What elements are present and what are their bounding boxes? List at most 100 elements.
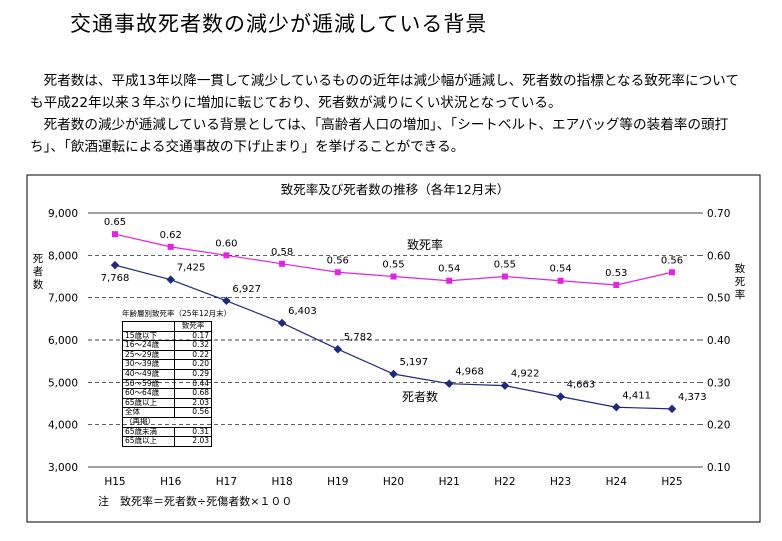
table-row: 40～49歳 0.29	[121, 368, 212, 380]
y-tick-label: 5,000	[48, 377, 78, 389]
table-cell	[121, 321, 176, 332]
data-label: 4,663	[567, 380, 596, 391]
data-label: 4,968	[455, 367, 484, 378]
data-label: 4,411	[622, 390, 651, 401]
point	[557, 277, 564, 284]
x-tick-label: H22	[494, 476, 515, 488]
y-tick-label: 3,000	[48, 462, 78, 474]
point	[667, 404, 677, 414]
series-name: 致死率	[407, 237, 443, 252]
y-tick-label: 8,000	[48, 250, 78, 262]
y2-tick-label: 0.70	[707, 208, 730, 220]
chart-title: 致死率及び死者数の推移（各年12月末）	[281, 182, 509, 197]
table-cell: 0.29	[174, 368, 212, 380]
data-label: 0.56	[661, 255, 683, 266]
x-tick-label: H25	[661, 476, 682, 488]
data-label: 0.55	[382, 260, 404, 271]
point	[501, 273, 508, 280]
data-label: 7,425	[177, 263, 206, 274]
inset-title: 年齢層別致死率（25年12月末）	[122, 309, 232, 318]
y-tick-label: 4,000	[48, 420, 78, 432]
point	[222, 296, 231, 305]
point	[333, 344, 343, 354]
y-tick-label: 9,000	[48, 208, 78, 220]
table-cell: 65歳以上	[121, 436, 176, 447]
point	[612, 403, 621, 412]
table-row: 16～24歳 0.32	[121, 340, 212, 351]
series-name: 死者数	[402, 389, 438, 404]
y-tick-label: 6,000	[48, 335, 78, 347]
data-label: 0.65	[104, 217, 126, 228]
x-tick-label: H17	[216, 476, 237, 488]
table-cell: 2.03	[174, 436, 212, 447]
point	[444, 379, 454, 388]
point	[166, 275, 175, 284]
y2-axis-label: 致死率	[735, 262, 746, 301]
data-label: 0.53	[605, 268, 627, 279]
point	[500, 381, 510, 390]
footnote: 注 致死率＝死者数÷死傷者数×１００	[98, 495, 293, 508]
table-cell: 全体	[121, 407, 176, 418]
point	[669, 269, 675, 276]
data-label: 0.54	[438, 264, 460, 275]
x-tick-label: H18	[271, 476, 292, 488]
table-cell: （再掲）	[122, 416, 212, 428]
y2-tick-label: 0.60	[707, 250, 730, 262]
body-text: 死者数は、平成13年以降一貫して減少しているものの近年は減少幅が逓減し、死者数の…	[30, 70, 748, 158]
data-label: 7,768	[101, 273, 130, 284]
data-label: 0.60	[215, 238, 237, 249]
data-label: 6,927	[232, 284, 261, 295]
point	[389, 369, 398, 379]
table-cell: 致死率	[174, 321, 212, 332]
point	[334, 269, 341, 276]
inset-table: 年齢層別致死率（25年12月末） 致死率 15歳以下 0.17 16～24歳 0.32 2…	[121, 308, 232, 447]
y2-tick-label: 0.20	[707, 420, 730, 432]
x-tick-label: H19	[327, 476, 348, 488]
data-label: 4,373	[678, 392, 707, 403]
data-label: 5,197	[400, 357, 429, 368]
chart-frame	[26, 174, 761, 523]
y2-tick-label: 0.30	[707, 377, 730, 389]
table-cell: 60～64歳	[121, 388, 176, 399]
data-label: 0.55	[494, 260, 516, 271]
point	[110, 260, 120, 270]
x-tick-label: H21	[439, 476, 460, 488]
table-cell: 0.56	[174, 407, 212, 418]
table-cell: 0.68	[174, 388, 212, 399]
table-row: （再掲）	[122, 416, 212, 428]
table-row: 致死率	[121, 321, 212, 332]
paragraph: 死者数の減少が逓減している背景としては、「高齢者人口の増加」、「シートベルト、エ…	[30, 117, 729, 155]
point	[279, 260, 286, 267]
page-title: 交通事故死者数の減少が逓減している背景	[70, 12, 488, 36]
table-cell: 40～49歳	[121, 368, 176, 380]
table-cell: 16～24歳	[121, 340, 176, 351]
point	[167, 243, 174, 250]
table-row: 65歳以上 2.03	[121, 436, 212, 447]
point	[556, 392, 565, 401]
x-tick-label: H20	[383, 476, 404, 488]
point	[112, 231, 118, 238]
x-tick-label: H15	[104, 476, 125, 488]
table-row: 全体 0.56	[121, 407, 212, 418]
table: 致死率 15歳以下 0.17 16～24歳 0.32 25～29歳 0.22 30～39歳 0.…	[121, 321, 212, 447]
data-label: 0.62	[160, 230, 182, 241]
table-cell: 0.32	[174, 340, 212, 351]
paragraph: 死者数は、平成13年以降一貫して減少しているものの近年は減少幅が逓減し、死者数の…	[30, 73, 739, 111]
point	[446, 277, 453, 284]
data-label: 5,782	[344, 332, 373, 343]
data-label: 0.54	[549, 264, 571, 275]
y2-tick-label: 0.10	[707, 462, 730, 474]
x-tick-label: H23	[550, 476, 571, 488]
point	[390, 273, 397, 280]
x-tick-label: H24	[606, 476, 628, 488]
y2-tick-label: 0.40	[707, 335, 730, 347]
y-axis-label: 死者数	[33, 253, 44, 291]
x-tick-label: H16	[160, 476, 182, 488]
y-tick-label: 7,000	[48, 293, 78, 305]
point	[223, 252, 230, 259]
data-label: 6,403	[288, 306, 317, 317]
point	[613, 281, 620, 288]
data-label: 0.56	[327, 255, 349, 266]
